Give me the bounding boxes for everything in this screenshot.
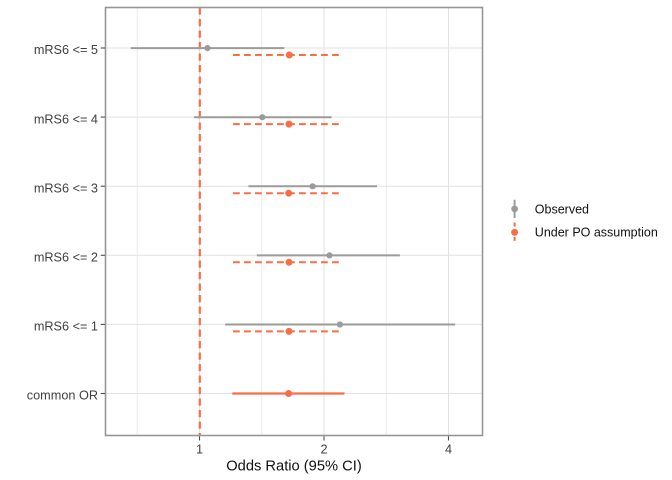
svg-text:Observed: Observed [535,203,589,217]
svg-text:mRS6 <= 1: mRS6 <= 1 [34,320,98,334]
svg-text:1: 1 [196,442,203,456]
svg-text:mRS6 <= 4: mRS6 <= 4 [34,112,98,126]
svg-text:mRS6 <= 5: mRS6 <= 5 [34,43,98,57]
svg-text:Odds Ratio (95% CI): Odds Ratio (95% CI) [226,458,362,474]
svg-text:mRS6 <= 3: mRS6 <= 3 [34,181,98,195]
svg-text:4: 4 [445,442,452,456]
svg-text:common OR: common OR [27,389,98,403]
svg-text:mRS6 <= 2: mRS6 <= 2 [34,251,98,265]
svg-text:Under PO assumption: Under PO assumption [535,225,658,239]
svg-text:2: 2 [320,442,327,456]
